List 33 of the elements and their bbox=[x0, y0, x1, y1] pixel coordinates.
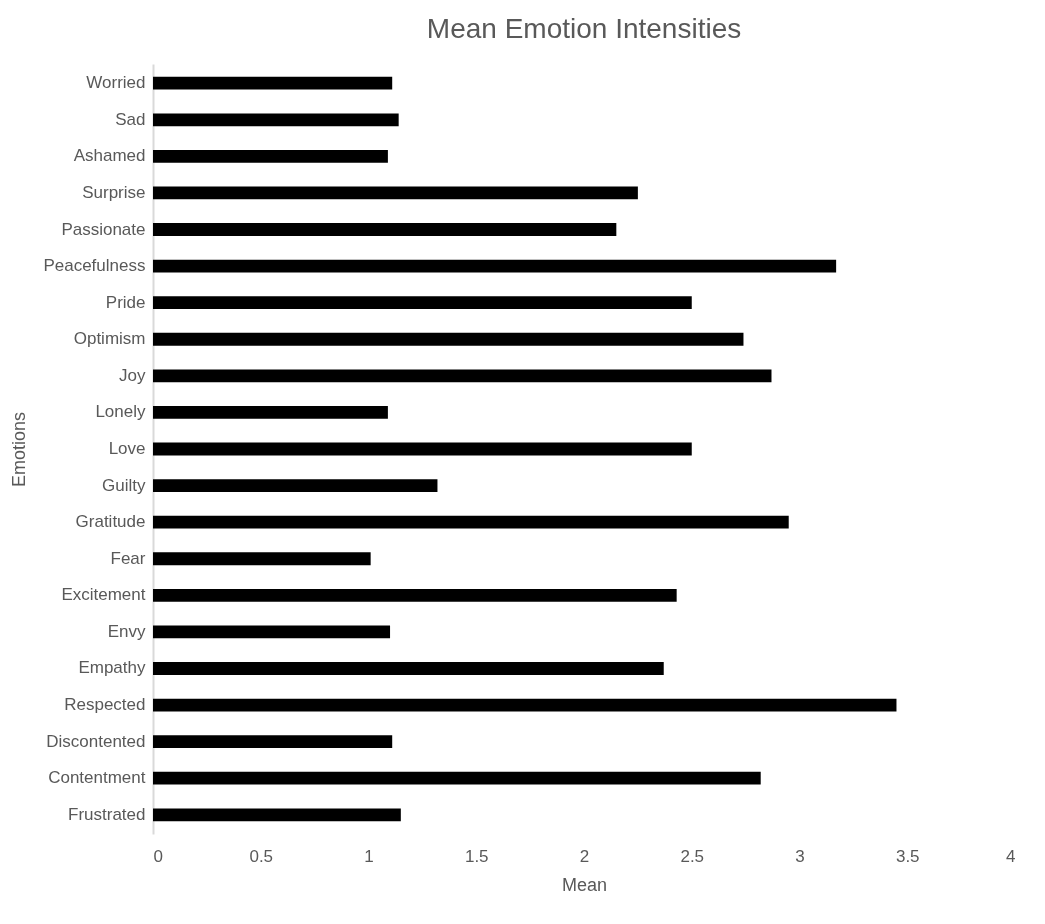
y-axis-title: Emotions bbox=[9, 411, 30, 488]
y-tick-label: Guilty bbox=[102, 475, 146, 495]
y-tick-label: Peacefulness bbox=[43, 256, 146, 276]
y-tick-label: Empathy bbox=[78, 658, 146, 678]
chart-title: Mean Emotion Intensities bbox=[426, 13, 742, 44]
x-tick-label: 1.5 bbox=[464, 846, 489, 866]
y-tick-label: Worried bbox=[86, 73, 146, 93]
x-tick-label: 3.5 bbox=[895, 846, 920, 866]
y-tick-label: Love bbox=[108, 439, 146, 458]
x-tick-label: 2.5 bbox=[680, 846, 705, 866]
y-tick-label: Ashamed bbox=[73, 146, 146, 166]
x-tick-label: 2 bbox=[579, 846, 590, 866]
y-tick-label: Envy bbox=[107, 621, 146, 641]
x-tick-label: 3 bbox=[795, 846, 805, 866]
y-tick-label: Excitement bbox=[61, 585, 146, 605]
x-tick-label: 1 bbox=[364, 846, 374, 866]
y-tick-label: Surprise bbox=[82, 182, 146, 202]
y-tick-label: Gratitude bbox=[75, 512, 146, 532]
y-tick-label: Passionate bbox=[61, 219, 146, 239]
y-tick-label: Lonely bbox=[95, 402, 146, 422]
y-tick-label: Fear bbox=[110, 548, 146, 568]
y-tick-label: Sad bbox=[115, 109, 146, 129]
y-tick-label: Pride bbox=[105, 292, 146, 312]
y-tick-label: Discontented bbox=[46, 731, 146, 751]
x-tick-label: 4 bbox=[1006, 846, 1016, 866]
y-tick-label: Optimism bbox=[73, 329, 146, 349]
y-tick-label: Frustrated bbox=[68, 804, 146, 824]
x-tick-label: 0 bbox=[153, 846, 163, 866]
y-tick-label: Joy bbox=[119, 365, 146, 385]
y-tick-label: Contentment bbox=[48, 768, 146, 788]
x-tick-label: 0.5 bbox=[249, 846, 274, 866]
y-tick-label: Respected bbox=[64, 695, 146, 715]
x-axis-title: Mean bbox=[561, 874, 608, 895]
